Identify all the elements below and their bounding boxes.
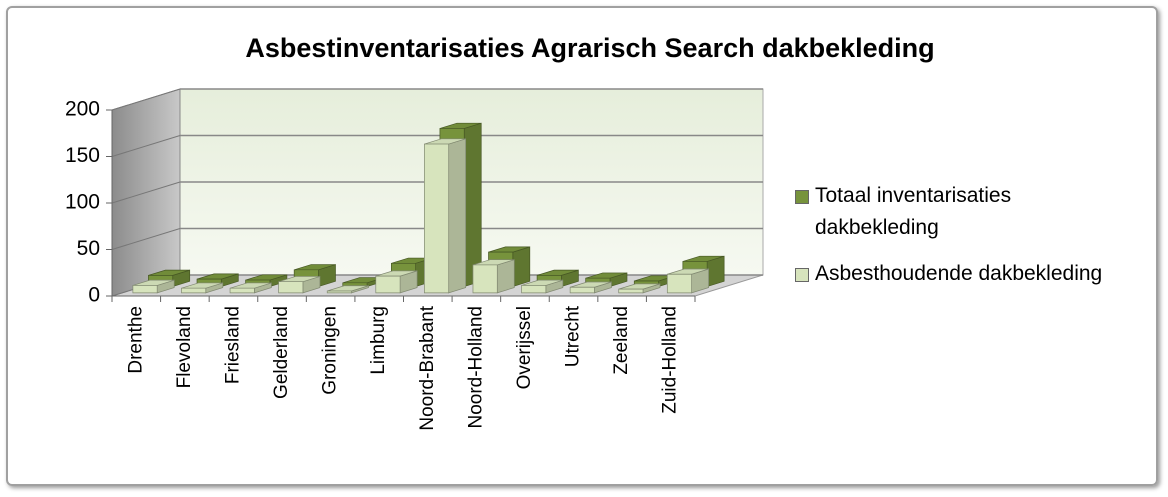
bar-side [463,122,482,288]
bar [278,275,321,294]
legend-swatch [795,190,809,204]
bar-side [512,246,531,288]
x-tick-label: Drenthe [125,306,146,374]
legend-item: Asbesthoudende dakbekleding [795,258,1155,290]
grid-line [111,88,181,111]
x-tick-label: Zeeland [611,306,632,375]
bar-front [326,290,352,294]
bar [375,270,418,294]
bar-front [278,281,304,294]
x-tick-label: Overijssel [514,306,535,389]
x-tick-label: Zuid-Holland [660,306,681,414]
bar [424,138,467,294]
y-tick-label: 0 [88,284,100,307]
bar [618,283,661,294]
bar-front [521,285,547,294]
bar [666,268,709,294]
bar-front [472,264,498,294]
bar [326,285,369,294]
x-tick-label: Flevoland [174,306,195,388]
x-tick-label: Utrecht [563,305,584,367]
bar-side [496,259,515,294]
y-tick-label: 200 [65,98,100,121]
legend-label: Asbesthoudende dakbekleding [815,262,1103,285]
bar-front [424,143,450,294]
chart-frame [6,6,1158,486]
legend-swatch [795,268,809,282]
bar-front [618,288,644,294]
grid-line [111,228,181,250]
bar-front [666,273,692,294]
legend: Totaal inventarisaties dakbekleding Asbes… [795,180,1155,304]
x-tick-label: Limburg [368,306,389,375]
x-tick-label: Noord-Brabant [417,305,438,430]
x-tick-label: Gelderland [271,306,292,399]
x-tick-label: Friesland [222,306,243,384]
chart-title: Asbestinventarisaties Agrarisch Search d… [245,33,934,63]
bar-front [375,275,401,294]
grid-line [111,181,181,204]
grid-line [111,135,181,157]
y-tick-label: 100 [65,191,100,214]
bar-front [181,287,207,294]
bar [472,259,515,294]
bar-front [229,287,255,294]
y-tick-label: 50 [77,237,100,260]
x-tick-label: Noord-Holland [465,306,486,429]
bar [569,281,612,294]
bar-side [448,138,467,294]
legend-item: Totaal inventarisaties dakbekleding [795,180,1055,244]
bar [521,279,564,294]
bar [132,279,175,294]
bar-front [569,286,595,294]
bar-front [132,285,158,294]
y-tick-label: 150 [65,144,100,167]
bar [229,282,272,294]
bar [181,282,224,294]
legend-label: Totaal inventarisaties dakbekleding [815,184,1012,239]
x-tick-label: Groningen [320,306,341,395]
